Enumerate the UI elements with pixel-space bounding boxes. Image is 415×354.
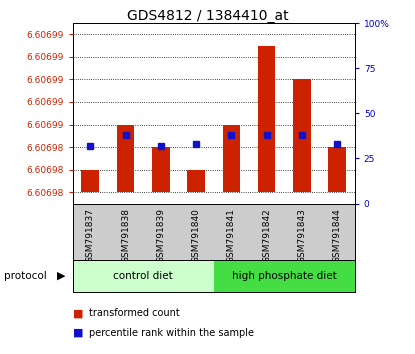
- Text: GSM791838: GSM791838: [121, 208, 130, 263]
- Bar: [152, 147, 170, 192]
- Bar: [117, 125, 134, 192]
- Bar: [328, 147, 346, 192]
- Text: GSM791840: GSM791840: [192, 208, 200, 263]
- Text: GDS4812 / 1384410_at: GDS4812 / 1384410_at: [127, 9, 288, 23]
- Text: transformed count: transformed count: [89, 308, 180, 318]
- Text: protocol: protocol: [4, 271, 47, 281]
- Text: control diet: control diet: [113, 271, 173, 281]
- Text: GSM791843: GSM791843: [298, 208, 306, 263]
- Text: ■: ■: [73, 328, 83, 338]
- Bar: [293, 79, 311, 192]
- Text: GSM791841: GSM791841: [227, 208, 236, 263]
- Text: GSM791837: GSM791837: [86, 208, 95, 263]
- Bar: [214, 260, 355, 292]
- Text: ■: ■: [73, 308, 83, 318]
- Bar: [222, 125, 240, 192]
- Text: GSM791844: GSM791844: [333, 208, 342, 263]
- Bar: [187, 170, 205, 192]
- Text: ▶: ▶: [57, 271, 66, 281]
- Text: percentile rank within the sample: percentile rank within the sample: [89, 328, 254, 338]
- Text: high phosphate diet: high phosphate diet: [232, 271, 337, 281]
- Bar: [73, 260, 214, 292]
- Text: GSM791839: GSM791839: [156, 208, 165, 263]
- Bar: [258, 46, 276, 192]
- Text: GSM791842: GSM791842: [262, 208, 271, 263]
- Bar: [81, 170, 99, 192]
